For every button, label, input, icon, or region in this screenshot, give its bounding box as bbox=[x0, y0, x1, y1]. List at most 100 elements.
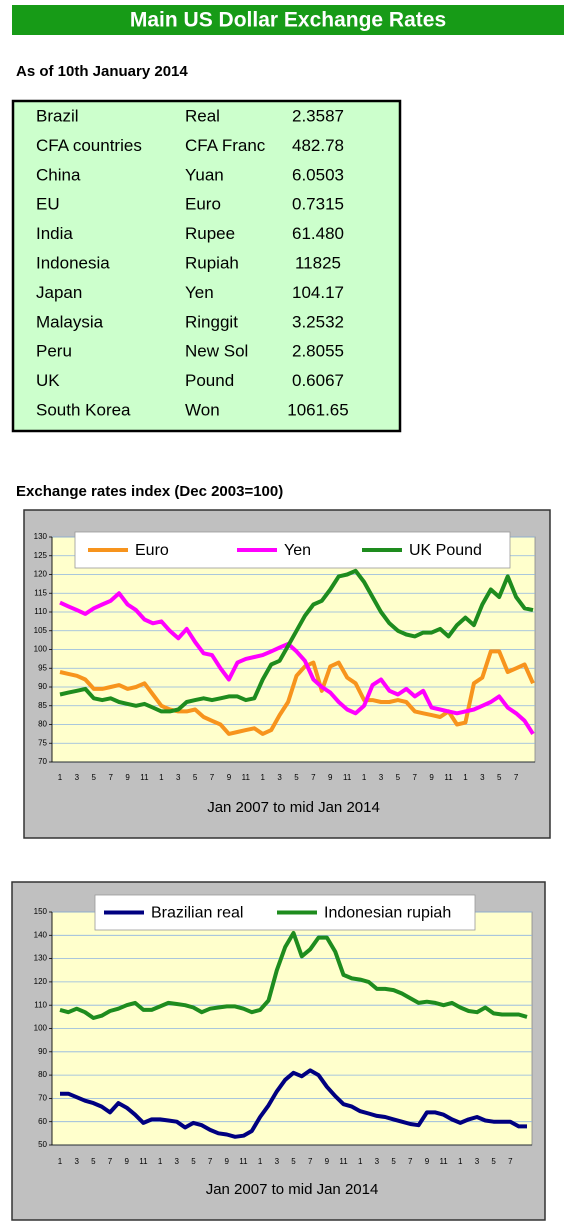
y-tick-label: 85 bbox=[38, 701, 47, 710]
x-tick-label: 3 bbox=[375, 1157, 380, 1166]
rates-table bbox=[11, 99, 402, 433]
x-tick-label: 1 bbox=[358, 1157, 363, 1166]
y-tick-label: 50 bbox=[38, 1140, 47, 1149]
x-tick-label: 5 bbox=[291, 1157, 296, 1166]
x-tick-label: 5 bbox=[391, 1157, 396, 1166]
table-cell: 3.2532 bbox=[292, 312, 344, 331]
series-line bbox=[60, 1068, 527, 1139]
y-tick-label: 60 bbox=[38, 1117, 47, 1126]
legend-label: UK Pound bbox=[409, 542, 482, 559]
x-tick-label: 9 bbox=[429, 773, 434, 782]
x-axis-label: Jan 2007 to mid Jan 2014 bbox=[206, 1181, 379, 1198]
x-tick-label: 5 bbox=[497, 773, 502, 782]
table-cell: Real bbox=[185, 106, 220, 125]
table-cell: Rupee bbox=[185, 224, 235, 243]
x-tick-label: 11 bbox=[339, 1157, 348, 1166]
x-tick-label: 5 bbox=[396, 773, 401, 782]
x-tick-label: 3 bbox=[277, 773, 282, 782]
table-cell: UK bbox=[36, 371, 60, 390]
table-cell: 2.3587 bbox=[292, 106, 344, 125]
table-cell: Ringgit bbox=[185, 312, 238, 331]
x-tick-label: 11 bbox=[242, 773, 251, 782]
x-tick-label: 11 bbox=[139, 1157, 148, 1166]
x-tick-label: 9 bbox=[124, 1157, 129, 1166]
y-tick-label: 90 bbox=[38, 682, 47, 691]
legend-label: Brazilian real bbox=[151, 905, 243, 922]
y-tick-label: 100 bbox=[34, 1024, 48, 1033]
legend bbox=[74, 531, 511, 569]
y-tick-label: 140 bbox=[34, 930, 48, 939]
y-tick-label: 90 bbox=[38, 1047, 47, 1056]
x-tick-label: 7 bbox=[311, 773, 316, 782]
x-tick-label: 11 bbox=[439, 1157, 448, 1166]
table-cell: Malaysia bbox=[36, 312, 104, 331]
table-cell: Peru bbox=[36, 342, 72, 361]
table-cell: Japan bbox=[36, 283, 82, 302]
y-tick-label: 120 bbox=[34, 977, 48, 986]
x-tick-label: 1 bbox=[362, 773, 367, 782]
x-tick-label: 11 bbox=[444, 773, 453, 782]
table-cell: Pound bbox=[185, 371, 234, 390]
x-tick-label: 5 bbox=[91, 1157, 96, 1166]
table-cell: CFA countries bbox=[36, 136, 142, 155]
y-tick-label: 70 bbox=[38, 757, 47, 766]
x-axis-label: Jan 2007 to mid Jan 2014 bbox=[207, 799, 380, 816]
table-cell: Indonesia bbox=[36, 253, 110, 272]
x-tick-label: 7 bbox=[308, 1157, 313, 1166]
x-tick-label: 1 bbox=[260, 773, 265, 782]
x-tick-label: 1 bbox=[258, 1157, 263, 1166]
x-tick-label: 3 bbox=[74, 1157, 79, 1166]
y-tick-label: 80 bbox=[38, 720, 47, 729]
table-cell: 61.480 bbox=[292, 224, 344, 243]
x-tick-label: 7 bbox=[108, 1157, 113, 1166]
x-tick-label: 9 bbox=[425, 1157, 430, 1166]
y-tick-label: 120 bbox=[34, 570, 48, 579]
table-cell: 2.8055 bbox=[292, 342, 344, 361]
x-tick-label: 3 bbox=[475, 1157, 480, 1166]
y-tick-label: 150 bbox=[34, 907, 48, 916]
y-tick-label: 115 bbox=[34, 588, 47, 597]
legend-label: Yen bbox=[284, 542, 311, 559]
date-label: As of 10th January 2014 bbox=[16, 63, 188, 80]
table-cell: India bbox=[36, 224, 73, 243]
y-tick-label: 110 bbox=[34, 1000, 47, 1009]
y-tick-label: 125 bbox=[34, 551, 48, 560]
x-tick-label: 9 bbox=[227, 773, 232, 782]
chart-title: Exchange rates index (Dec 2003=100) bbox=[16, 483, 283, 500]
y-tick-label: 110 bbox=[34, 607, 47, 616]
table-cell: China bbox=[36, 165, 81, 184]
table-cell: 0.7315 bbox=[292, 195, 344, 214]
x-tick-label: 3 bbox=[75, 773, 80, 782]
y-tick-label: 130 bbox=[34, 532, 48, 541]
x-tick-label: 7 bbox=[210, 773, 215, 782]
table-cell: Rupiah bbox=[185, 253, 239, 272]
table-cell: CFA Franc bbox=[185, 136, 266, 155]
x-tick-label: 9 bbox=[328, 773, 333, 782]
table-cell: Euro bbox=[185, 195, 221, 214]
x-tick-label: 5 bbox=[294, 773, 299, 782]
x-tick-label: 7 bbox=[413, 773, 418, 782]
table-cell: 6.0503 bbox=[292, 165, 344, 184]
y-tick-label: 80 bbox=[38, 1070, 47, 1079]
x-tick-label: 3 bbox=[379, 773, 384, 782]
series-line bbox=[59, 568, 534, 714]
y-tick-label: 95 bbox=[38, 663, 47, 672]
table-cell: 104.17 bbox=[292, 283, 344, 302]
table-cell: 482.78 bbox=[292, 136, 344, 155]
x-tick-label: 1 bbox=[159, 773, 164, 782]
x-tick-label: 5 bbox=[491, 1157, 496, 1166]
table-cell: 11825 bbox=[295, 253, 341, 272]
x-tick-label: 7 bbox=[208, 1157, 213, 1166]
x-tick-label: 1 bbox=[158, 1157, 163, 1166]
y-tick-label: 105 bbox=[34, 626, 48, 635]
series-line bbox=[59, 591, 535, 735]
x-tick-label: 5 bbox=[193, 773, 198, 782]
table-cell: 1061.65 bbox=[287, 400, 348, 419]
table-cell: 0.6067 bbox=[292, 371, 344, 390]
series-line bbox=[59, 649, 535, 736]
table-cell: Brazil bbox=[36, 106, 79, 125]
table-cell: EU bbox=[36, 195, 60, 214]
x-tick-label: 7 bbox=[408, 1157, 413, 1166]
